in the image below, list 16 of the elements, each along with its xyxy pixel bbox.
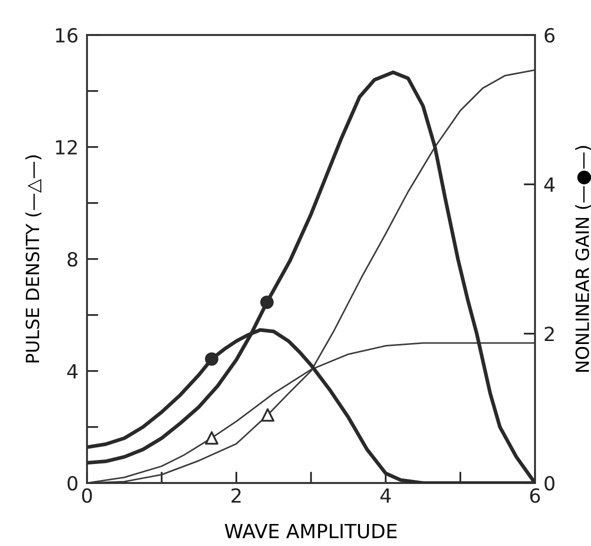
x-tick-label: 2 — [232, 488, 241, 503]
y-tick-label: 0 — [68, 476, 78, 491]
y-tick-label: 8 — [68, 252, 78, 267]
y2-tick-label: 0 — [544, 476, 554, 491]
x-axis-title: WAVE AMPLITUDE — [224, 524, 397, 538]
y-tick-label: 12 — [56, 140, 77, 154]
y2-tick-label: 4 — [544, 178, 555, 192]
y-axis-title: PULSE DENSITY (—△—) — [25, 155, 42, 362]
y-tick-label: 16 — [56, 28, 78, 43]
x-tick-label: 6 — [530, 488, 540, 503]
y-tick-label: 4 — [67, 364, 78, 378]
x-tick-label: 4 — [380, 488, 391, 503]
y2-tick-label: 2 — [544, 326, 554, 342]
y2-axis-title: NONLINEAR GAIN (—●—) — [575, 146, 591, 372]
x-tick-label: 0 — [82, 488, 92, 503]
y2-tick-label: 6 — [544, 28, 554, 43]
